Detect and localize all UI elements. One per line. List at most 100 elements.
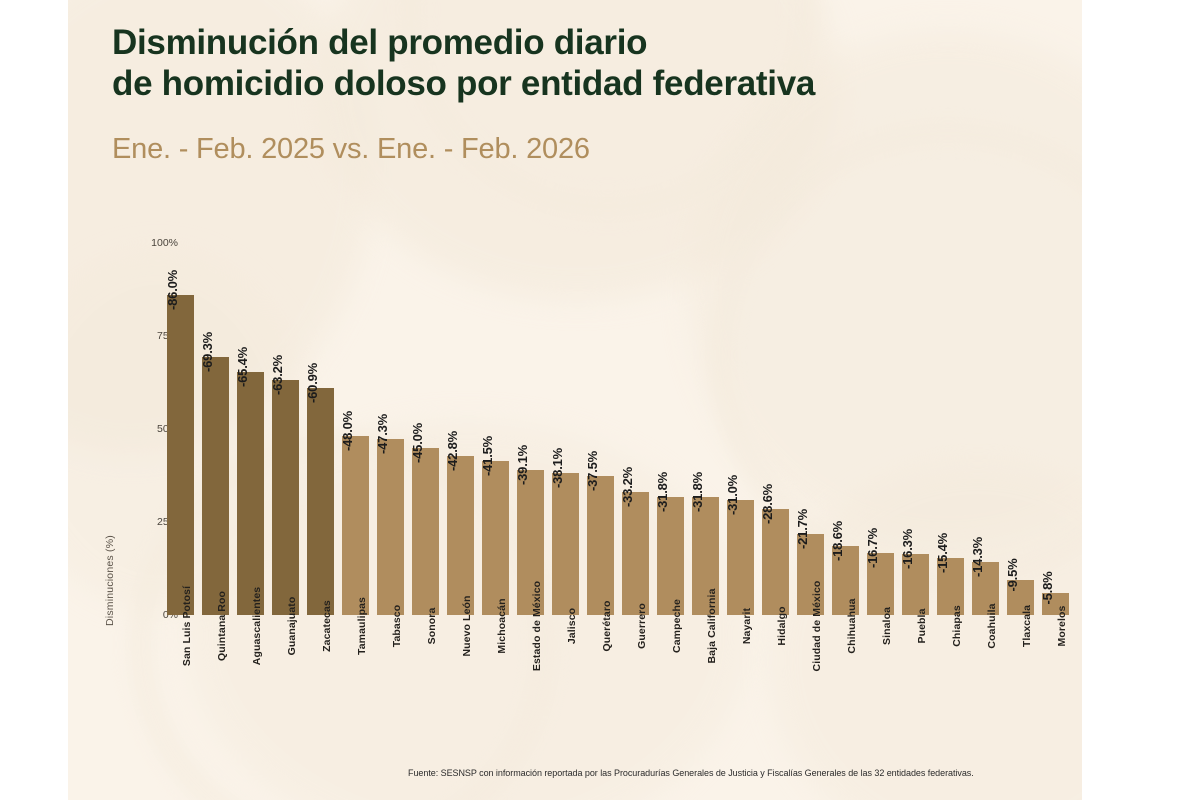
bar-value-label: -21.7% bbox=[795, 509, 811, 550]
x-axis-tick-label: Tamaulipas bbox=[355, 597, 368, 655]
x-axis-tick-slot: Chiapas bbox=[933, 605, 968, 770]
bar[interactable]: -5.8% bbox=[1040, 572, 1070, 615]
x-axis-tick-label: Sonora bbox=[425, 607, 438, 645]
bar-slot: -5.8% bbox=[1038, 243, 1073, 615]
bar-value-label: -60.9% bbox=[305, 363, 321, 404]
x-axis-tick-slot: Michoacán bbox=[478, 598, 513, 770]
bar-value-label: -33.2% bbox=[620, 466, 636, 507]
bar-value-label: -31.0% bbox=[725, 474, 741, 515]
bar-slot: -42.8% bbox=[443, 243, 478, 615]
bar-value-label: -31.8% bbox=[690, 471, 706, 512]
bar-slot: -28.6% bbox=[758, 243, 793, 615]
bar[interactable]: -15.4% bbox=[935, 533, 965, 615]
x-axis-tick-label: Guerrero bbox=[635, 603, 648, 649]
bar-slot: -16.3% bbox=[898, 243, 933, 615]
bar[interactable]: -47.3% bbox=[375, 414, 405, 615]
bar[interactable]: -31.8% bbox=[655, 472, 685, 615]
bar[interactable]: -14.3% bbox=[970, 537, 1000, 615]
bar[interactable]: -9.5% bbox=[1005, 558, 1035, 615]
page-title-line-2: de homicidio doloso por entidad federati… bbox=[112, 64, 816, 104]
bar-value-label: -48.0% bbox=[340, 411, 356, 452]
x-axis-tick-label: Nuevo León bbox=[460, 595, 473, 657]
x-axis-tick-label: San Luis Potosí bbox=[180, 585, 193, 667]
bar[interactable]: -86.0% bbox=[165, 270, 195, 615]
x-axis-tick-label: Ciudad de México bbox=[810, 580, 823, 672]
bar-slot: -41.5% bbox=[478, 243, 513, 615]
x-axis-tick-slot: Guerrero bbox=[618, 603, 653, 770]
bar[interactable]: -41.5% bbox=[480, 436, 510, 615]
bar[interactable]: -31.0% bbox=[725, 475, 755, 615]
x-axis-tick-label: Chiapas bbox=[950, 605, 963, 647]
bar[interactable]: -60.9% bbox=[305, 363, 335, 615]
bar-value-label: -45.0% bbox=[410, 422, 426, 463]
x-axis-tick-label: Puebla bbox=[915, 608, 928, 644]
bar[interactable]: -45.0% bbox=[410, 423, 440, 615]
x-axis-tick-label: Sinaloa bbox=[880, 606, 893, 646]
bar[interactable]: -16.7% bbox=[865, 528, 895, 615]
x-axis-tick-slot: Aguascalientes bbox=[233, 587, 268, 770]
bar[interactable]: -33.2% bbox=[620, 467, 650, 615]
y-axis-tick-label: 100% bbox=[151, 237, 178, 249]
bar-value-label: -47.3% bbox=[375, 414, 391, 455]
bar-slot: -38.1% bbox=[548, 243, 583, 615]
x-axis-tick-slot: Chihuahua bbox=[828, 598, 863, 770]
bar-value-label: -28.6% bbox=[760, 483, 776, 524]
x-axis-tick-label: Jalisco bbox=[565, 607, 578, 645]
bar[interactable]: -63.2% bbox=[270, 355, 300, 615]
bar-value-label: -14.3% bbox=[970, 536, 986, 577]
bar-value-label: -39.1% bbox=[515, 444, 531, 485]
bar[interactable]: -16.3% bbox=[900, 529, 930, 615]
x-axis-tick-label: Chihuahua bbox=[845, 598, 858, 654]
bar-slot: -65.4% bbox=[233, 243, 268, 615]
bar-value-label: -31.8% bbox=[655, 471, 671, 512]
bar[interactable]: -38.1% bbox=[550, 448, 580, 615]
bar-slot: -45.0% bbox=[408, 243, 443, 615]
x-axis-tick-labels: San Luis Potosí Quintana Roo Aguascaliente… bbox=[163, 581, 1073, 770]
x-axis-tick-label: Hidalgo bbox=[775, 606, 788, 646]
bar[interactable]: -18.6% bbox=[830, 521, 860, 615]
bar-value-label: -16.3% bbox=[900, 529, 916, 570]
bar[interactable]: -69.3% bbox=[200, 332, 230, 615]
bar[interactable]: -48.0% bbox=[340, 411, 370, 615]
x-axis-tick-label: Baja California bbox=[705, 588, 718, 664]
bar[interactable]: -42.8% bbox=[445, 431, 475, 615]
bar[interactable]: -28.6% bbox=[760, 484, 790, 615]
x-axis-tick-label: Morelos bbox=[1055, 605, 1068, 647]
bar-slot: -9.5% bbox=[1003, 243, 1038, 615]
bar-slot: -31.0% bbox=[723, 243, 758, 615]
x-axis-tick-slot: Nayarit bbox=[723, 608, 758, 770]
plot-area: -86.0% -69.3% -65.4% -63.2% -60.9% -48.0% -47.… bbox=[163, 228, 1073, 615]
x-axis-tick-slot: Estado de México bbox=[513, 581, 548, 770]
x-axis-tick-label: Nayarit bbox=[740, 607, 753, 645]
x-axis-tick-label: Tlaxcala bbox=[1020, 604, 1033, 648]
x-axis-tick-slot: Sinaloa bbox=[863, 607, 898, 770]
bar[interactable]: -21.7% bbox=[795, 509, 825, 615]
x-axis-tick-slot: Coahuila bbox=[968, 603, 1003, 770]
x-axis-tick-label: Tabasco bbox=[390, 604, 403, 648]
x-axis-tick-slot: Guanajuato bbox=[268, 597, 303, 770]
x-axis-tick-slot: Sonora bbox=[408, 608, 443, 770]
bar-slot: -15.4% bbox=[933, 243, 968, 615]
x-axis-tick-label: Quintana Roo bbox=[215, 590, 228, 662]
bar-slot: -47.3% bbox=[373, 243, 408, 615]
bar-slot: -18.6% bbox=[828, 243, 863, 615]
x-axis-tick-label: Coahuila bbox=[985, 603, 998, 649]
bar[interactable]: -37.5% bbox=[585, 451, 615, 615]
bar[interactable]: -65.4% bbox=[235, 347, 265, 615]
x-axis-tick-label: Guanajuato bbox=[285, 596, 298, 656]
page-title: Disminución del promedio diario de homic… bbox=[112, 22, 1062, 105]
page-subtitle: Ene. - Feb. 2025 vs. Ene. - Feb. 2026 bbox=[112, 133, 590, 165]
x-axis-tick-slot: Morelos bbox=[1038, 606, 1073, 770]
bar[interactable]: -31.8% bbox=[690, 472, 720, 615]
bar-slot: -48.0% bbox=[338, 243, 373, 615]
bar[interactable]: -39.1% bbox=[515, 445, 545, 615]
x-axis-tick-slot: San Luis Potosí bbox=[163, 586, 198, 770]
bar-value-label: -38.1% bbox=[550, 448, 566, 489]
bar-slot: -37.5% bbox=[583, 243, 618, 615]
x-axis-tick-slot: Puebla bbox=[898, 608, 933, 770]
bar-slot: -60.9% bbox=[303, 243, 338, 615]
bar-value-label: -42.8% bbox=[445, 430, 461, 471]
bar-slot: -86.0% bbox=[163, 243, 198, 615]
bar-value-label: -9.5% bbox=[1005, 558, 1021, 592]
x-axis-tick-slot: Baja California bbox=[688, 588, 723, 770]
